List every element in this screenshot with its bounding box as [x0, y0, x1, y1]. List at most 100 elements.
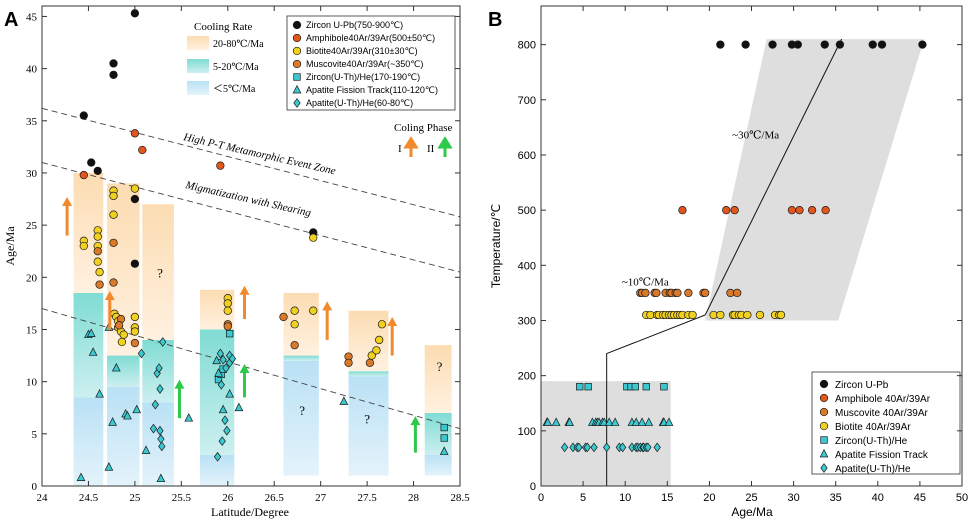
data-point-biotite — [95, 267, 104, 277]
data-point-apatite-u-th-he — [216, 348, 224, 359]
data-point-apatite-fission-track — [123, 410, 132, 420]
data-point-apatite-u-th-he — [603, 442, 611, 453]
zone-boundary-line — [41, 107, 461, 218]
data-point-muscovite — [652, 288, 661, 298]
phase-arrow-head — [62, 197, 73, 207]
data-point-muscovite — [109, 238, 118, 248]
x-tick-label: 26 — [222, 492, 234, 504]
data-point-muscovite — [114, 321, 124, 330]
data-point-apatite-fission-track — [88, 347, 98, 356]
panel-a-background-bands — [73, 172, 452, 486]
cooling-phase-title: Coling Phase — [394, 122, 452, 134]
data-point-apatite-fission-track — [95, 389, 104, 398]
x-tick-label: 30 — [787, 492, 799, 504]
panel-b-data-points — [542, 40, 927, 453]
data-point-apatite-u-th-he — [151, 399, 159, 410]
x-tick-label: 45 — [914, 492, 926, 504]
data-point-biotite — [776, 310, 786, 320]
zone-label-migmatization: Migmatization with Shearing — [183, 179, 312, 219]
data-point-zircon-u-pb — [93, 166, 102, 176]
data-point-zircon-u-pb — [87, 158, 96, 167]
data-point-apatite-fission-track — [637, 417, 647, 426]
data-point-apatite-u-th-he — [156, 425, 164, 436]
legend-marker — [292, 33, 302, 43]
data-point-biotite — [109, 191, 118, 201]
data-point-biotite — [372, 346, 381, 355]
data-point-biotite — [377, 320, 387, 329]
data-point-zircon-u-pb — [835, 40, 845, 49]
phase-arrow-head — [174, 379, 185, 389]
cooling-band-mid — [73, 292, 104, 398]
data-point-biotite — [743, 310, 752, 320]
x-tick-label: 25 — [129, 492, 141, 504]
data-point-apatite-u-th-he — [590, 442, 598, 453]
data-point-muscovite — [223, 322, 232, 331]
legend-a-apatite-ft: Apatite Fission Track(110-120℃) — [306, 85, 438, 95]
data-point-biotite — [130, 184, 140, 193]
phase-II-arrow-icon — [437, 136, 453, 157]
x-tick-label: 27.5 — [357, 492, 377, 504]
legend-a-apatite-he: Apatite(U-Th)/He(60-80℃) — [306, 98, 413, 108]
data-point-apatite-u-th-he — [560, 442, 569, 453]
x-tick-label: 26.5 — [265, 492, 285, 504]
legend-marker — [820, 436, 828, 444]
panel-a-phase-arrows — [62, 197, 421, 453]
unknown-question-mark: ? — [299, 403, 305, 418]
legend-b-biotite: Biotite 40Ar/39Ar — [835, 422, 911, 433]
data-point-apatite-fission-track — [631, 417, 641, 426]
panel-a-legend: Zircon U-Pb(750-900℃) Amphibole40Ar/39Ar… — [286, 15, 456, 111]
cooling-phase-legend: Coling Phase I II — [394, 122, 453, 157]
cooling-band-slow — [107, 386, 140, 486]
data-point-muscovite — [344, 358, 353, 368]
cooling-swatch-slow — [187, 81, 209, 95]
legend-b-apatite-ft: Apatite Fission Track — [835, 450, 929, 461]
panel-a-legend-box — [286, 15, 456, 111]
data-point-apatite-fission-track — [214, 368, 223, 377]
data-point-amphibole — [130, 129, 140, 138]
y-tick-label: 500 — [518, 205, 536, 217]
panel-a-xlabel: Latitude/Degree — [211, 505, 289, 519]
data-point-zircon-u-pb — [918, 40, 927, 49]
legend-a-biotite: Biotite40Ar/39Ar(310±30℃) — [306, 46, 418, 56]
legend-b-apatite-he: Apatite(U-Th)/He — [835, 464, 911, 475]
cooling-band-fast — [424, 345, 452, 413]
x-tick-label: 25.5 — [172, 492, 192, 504]
data-point-apatite-fission-track — [104, 462, 114, 471]
data-point-apatite-u-th-he — [222, 363, 230, 373]
cooling-label-slow: ＜5℃/Ma — [213, 84, 256, 95]
data-point-muscovite — [733, 288, 742, 298]
data-point-apatite-u-th-he — [217, 379, 225, 390]
cooling-band-slow — [73, 397, 104, 486]
cooling-band-fast — [283, 292, 319, 356]
x-tick-label: 15 — [661, 492, 673, 504]
data-point-zircon-u-pb — [79, 111, 88, 120]
data-point-apatite-fission-track — [184, 413, 194, 422]
data-point-apatite-u-th-he — [213, 451, 222, 462]
data-point-muscovite — [290, 340, 299, 350]
data-point-zircon-u-pb — [868, 40, 877, 49]
cooling-band-mid — [348, 371, 389, 377]
y-tick-label: 45 — [26, 11, 38, 23]
phase-label-I: I — [398, 143, 402, 155]
legend-b-muscovite: Muscovite 40Ar/39Ar — [835, 408, 928, 419]
x-tick-label: 28 — [408, 492, 420, 504]
high-temperature-band — [705, 39, 925, 321]
panel-b-legend-box — [811, 371, 961, 475]
phase-arrow-head — [322, 301, 333, 311]
legend-marker — [819, 421, 829, 431]
data-point-biotite — [93, 232, 102, 241]
low-temperature-band — [541, 381, 671, 486]
panel-a-data-points — [76, 9, 449, 483]
panel-a-ylabel: Age/Ma — [3, 226, 17, 266]
data-point-zircon-u-pb — [109, 59, 118, 68]
data-point-biotite — [130, 327, 140, 336]
zone-boundary-line — [41, 308, 461, 430]
x-tick-label: 25 — [745, 492, 757, 504]
legend-b-amphibole: Amphibole 40Ar/39Ar — [835, 394, 931, 405]
x-tick-label: 5 — [580, 492, 586, 504]
legend-marker — [819, 448, 829, 458]
data-point-biotite — [117, 337, 127, 347]
panel-a-legend-markers — [292, 20, 302, 108]
data-point-apatite-u-th-he — [228, 353, 237, 364]
y-tick-label: 15 — [26, 324, 38, 336]
